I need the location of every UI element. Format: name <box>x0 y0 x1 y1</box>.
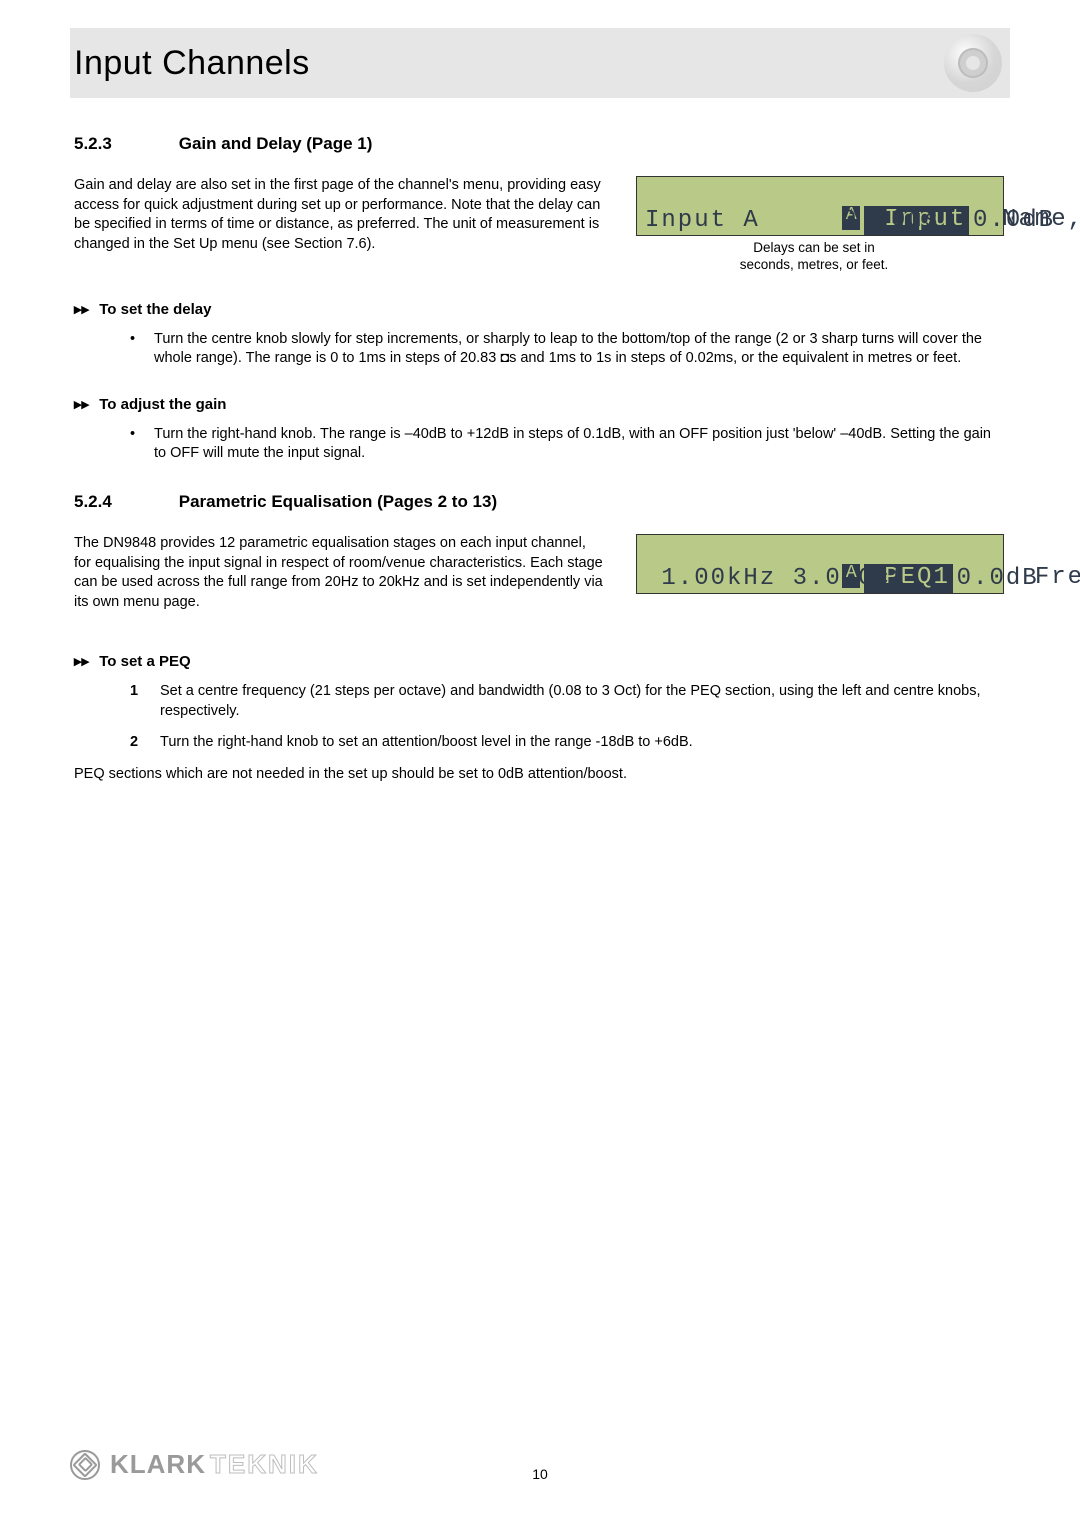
subhead-set-peq: ▸▸ To set a PEQ <box>74 652 1006 670</box>
subhead-set-peq-text: To set a PEQ <box>99 653 190 670</box>
section-523-number: 5.2.3 <box>74 134 174 154</box>
section-523-heading: 5.2.3 Gain and Delay (Page 1) <box>74 134 1006 154</box>
subhead-set-delay-text: To set the delay <box>99 301 211 318</box>
section-523-para: Gain and delay are also set in the first… <box>74 176 606 254</box>
lcd1-line2: Input A 0.00us 0.0dB <box>645 207 995 234</box>
step-2-text: Turn the right-hand knob to set an atten… <box>160 734 693 750</box>
subhead-adjust-gain: ▸▸ To adjust the gain <box>74 395 1006 413</box>
bullet-set-delay: Turn the centre knob slowly for step inc… <box>130 330 1006 369</box>
section-524-para: The DN9848 provides 12 parametric equali… <box>74 534 606 612</box>
section-524-title: Parametric Equalisation (Pages 2 to 13) <box>179 492 497 511</box>
arrow-icon: ▸▸ <box>74 396 89 413</box>
page-number: 10 <box>532 1466 548 1482</box>
step-2: 2Turn the right-hand knob to set an atte… <box>130 733 1006 753</box>
section-524-heading: 5.2.4 Parametric Equalisation (Pages 2 t… <box>74 492 1006 512</box>
gear-icon <box>958 48 988 78</box>
lcd2-line2: 1.00kHz 3.0 Oct 0.0dB <box>645 565 995 592</box>
brand-klark: KLARK <box>110 1449 206 1480</box>
page-footer: KLARK TEKNIK 10 <box>70 1449 1010 1480</box>
brand-mark-icon <box>70 1450 100 1480</box>
page-title-bar: Input Channels <box>70 28 1010 98</box>
corner-decor-icon <box>944 34 1002 92</box>
arrow-icon: ▸▸ <box>74 653 89 670</box>
section-524-tail: PEQ sections which are not needed in the… <box>74 765 1006 785</box>
brand-logo: KLARK TEKNIK <box>70 1449 319 1480</box>
brand-teknik: TEKNIK <box>210 1449 319 1480</box>
lcd-input-display: Input Name,Delay,Gain Input A 0.00us 0.0… <box>636 176 1004 236</box>
lcd-peq-display: PEQ1 Freq,BW,Level 1.00kHz 3.0 Oct 0.0dB <box>636 534 1004 594</box>
page-title: Input Channels <box>74 44 310 83</box>
subhead-adjust-gain-text: To adjust the gain <box>99 396 226 413</box>
step-1: 1Set a centre frequency (21 steps per oc… <box>130 682 1006 721</box>
bullet-adjust-gain: Turn the right-hand knob. The range is –… <box>130 425 1006 464</box>
subhead-set-delay: ▸▸ To set the delay <box>74 300 1006 318</box>
arrow-icon: ▸▸ <box>74 301 89 318</box>
step-1-text: Set a centre frequency (21 steps per oct… <box>160 683 981 719</box>
section-523-title: Gain and Delay (Page 1) <box>179 134 373 153</box>
section-524-number: 5.2.4 <box>74 492 174 512</box>
